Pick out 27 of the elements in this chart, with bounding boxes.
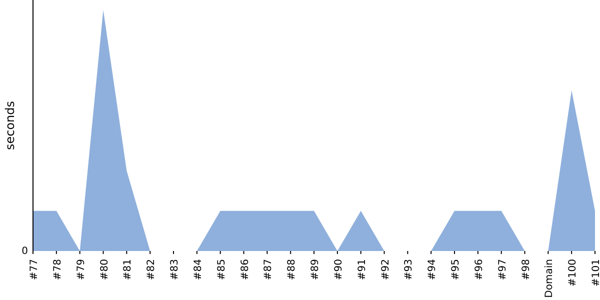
x-tick-label: #87 bbox=[263, 259, 274, 280]
x-tick-label: #92 bbox=[380, 259, 392, 280]
x-tick-label: #89 bbox=[310, 259, 321, 280]
x-tick-label: #90 bbox=[333, 259, 344, 280]
x-tick-label: #91 bbox=[356, 259, 368, 280]
x-tick-label: #80 bbox=[99, 259, 110, 280]
x-tick-label: Domain bbox=[544, 259, 556, 298]
x-tick-label: #79 bbox=[76, 259, 87, 280]
x-tick-label: #94 bbox=[427, 259, 438, 280]
x-tick-label: #95 bbox=[450, 259, 462, 280]
x-tick-label: #84 bbox=[192, 259, 204, 280]
x-tick-label: #88 bbox=[286, 259, 298, 280]
x-tick-label: #83 bbox=[170, 259, 180, 280]
x-tick-label: #78 bbox=[52, 259, 64, 280]
x-tick-label: #96 bbox=[474, 259, 485, 280]
x-tick-label: #97 bbox=[497, 259, 508, 280]
y-axis-title: seconds bbox=[3, 100, 17, 150]
x-tick-label: #93 bbox=[404, 259, 415, 280]
x-tick-label: #98 bbox=[520, 259, 532, 280]
x-tick-label: #77 bbox=[29, 259, 40, 280]
x-tick-label: #81 bbox=[122, 259, 134, 280]
x-tick-label: #100 bbox=[568, 259, 579, 286]
x-tick-label: #82 bbox=[146, 259, 158, 280]
x-tick-label: #101 bbox=[591, 259, 600, 286]
x-tick-label: #85 bbox=[216, 259, 228, 280]
annotation: 0 bbox=[22, 246, 28, 257]
x-tick-label: #86 bbox=[240, 259, 251, 280]
